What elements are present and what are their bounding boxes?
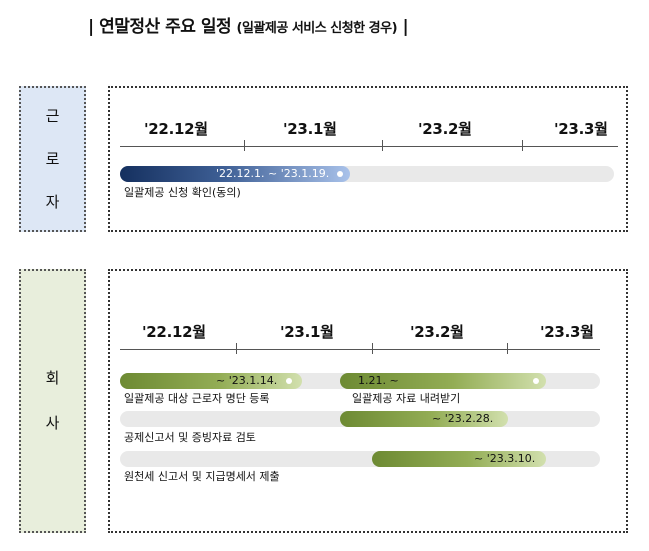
company-bar-submit: ~ '23.3.10. [372, 451, 546, 467]
worker-label-char-2: 로 [45, 150, 60, 168]
worker-timeline-panel: '22.12월 '23.1월 '23.2월 '23.3월 '22.12.1. ~… [108, 86, 628, 232]
company-bar-register: ~ '23.1.14. [120, 373, 302, 389]
company-bar-register-text: ~ '23.1.14. [216, 374, 278, 387]
company-task-register: 일괄제공 대상 근로자 명단 등록 [124, 392, 270, 405]
worker-label-box: 근 로 자 [19, 86, 86, 232]
title-left-bar: | [88, 17, 94, 37]
company-task-download: 일괄제공 자료 내려받기 [352, 392, 461, 405]
company-bar-submit-text: ~ '23.3.10. [474, 452, 536, 465]
company-label-box: 회 사 [19, 269, 86, 533]
bar-end-dot [533, 378, 539, 384]
company-month-jan: '23.1월 [280, 323, 334, 341]
title-right-bar: | [402, 17, 409, 37]
worker-axis-tick [244, 140, 245, 151]
worker-label-char-1: 근 [45, 107, 60, 125]
page-title: | 연말정산 주요 일정 (일괄제공 서비스 신청한 경우) | [88, 12, 568, 38]
company-bar-download: 1.21. ~ [340, 373, 546, 389]
company-axis-tick [236, 343, 237, 354]
worker-axis-tick [522, 140, 523, 151]
company-axis-tick [372, 343, 373, 354]
company-task-submit: 원천세 신고서 및 지급명세서 제출 [124, 470, 280, 483]
company-label-char-1: 회 [45, 369, 60, 387]
worker-period-text: '22.12.1. ~ '23.1.19. [216, 167, 330, 180]
title-main: 연말정산 주요 일정 [99, 17, 232, 37]
worker-month-jan: '23.1월 [283, 120, 337, 138]
worker-label-char-3: 자 [45, 193, 60, 211]
company-label-char-2: 사 [45, 414, 60, 432]
worker-period-bar: '22.12.1. ~ '23.1.19. [120, 166, 350, 182]
worker-month-dec: '22.12월 [144, 120, 208, 138]
company-axis-tick [507, 343, 508, 354]
worker-month-feb: '23.2월 [418, 120, 472, 138]
company-axis-line [120, 349, 600, 350]
worker-task-label: 일괄제공 신청 확인(동의) [124, 186, 241, 199]
company-month-dec: '22.12월 [142, 323, 206, 341]
worker-axis-tick [382, 140, 383, 151]
title-subtitle: (일괄제공 서비스 신청한 경우) [236, 21, 398, 36]
bar-end-dot [337, 171, 343, 177]
bar-end-dot [286, 378, 292, 384]
company-bar-review: ~ '23.2.28. [340, 411, 508, 427]
worker-axis-line [120, 146, 618, 147]
company-timeline-panel: '22.12월 '23.1월 '23.2월 '23.3월 ~ '23.1.14.… [108, 269, 628, 533]
company-month-mar: '23.3월 [540, 323, 594, 341]
company-month-feb: '23.2월 [410, 323, 464, 341]
worker-month-mar: '23.3월 [554, 120, 608, 138]
company-bar-review-text: ~ '23.2.28. [432, 412, 494, 425]
company-task-review: 공제신고서 및 증빙자료 검토 [124, 431, 256, 444]
company-bar-download-text: 1.21. ~ [358, 374, 399, 387]
